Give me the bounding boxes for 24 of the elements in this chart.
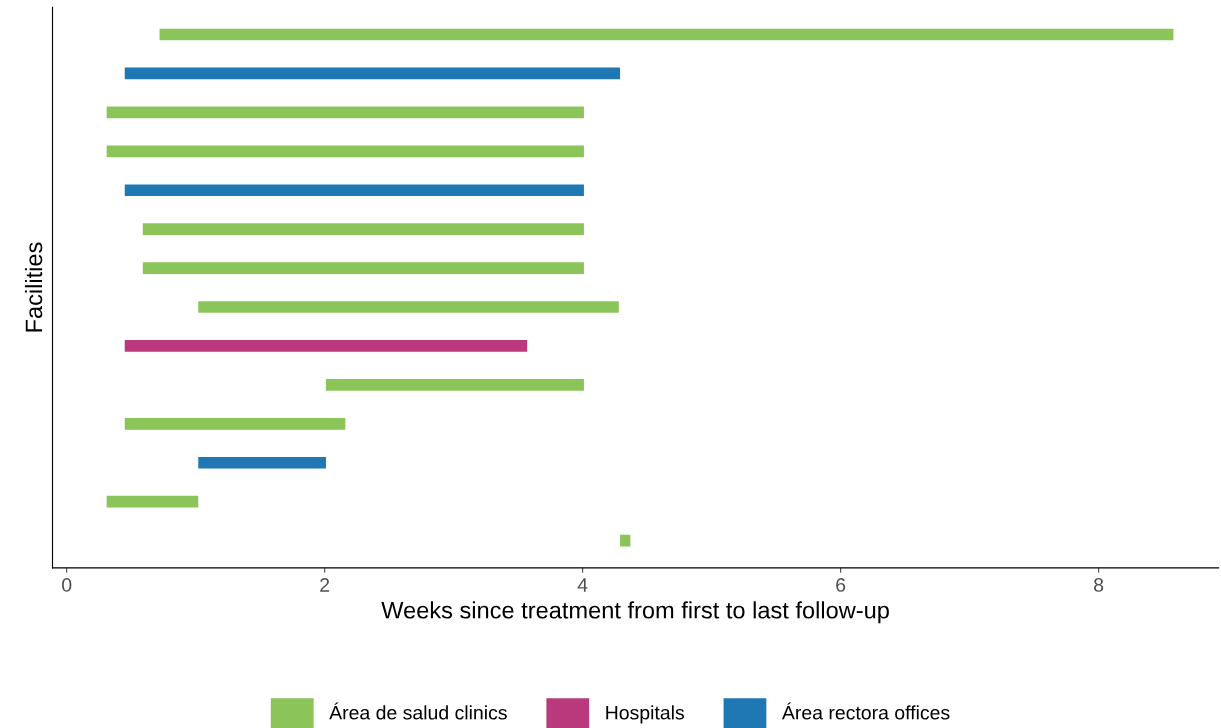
- x-tick-label: 0: [62, 578, 72, 592]
- bar: [124, 184, 584, 197]
- bar: [106, 106, 584, 119]
- bar: [325, 379, 584, 391]
- x-tick-label: 4: [577, 578, 588, 592]
- legend-label: Hospitals: [606, 705, 684, 724]
- x-tick-label: 8: [1094, 578, 1104, 592]
- bar: [106, 495, 199, 508]
- bar: [198, 301, 619, 313]
- bar: [159, 28, 1174, 41]
- bar: [124, 417, 346, 430]
- x-axis-title: Weeks since treatment from first to last follow-up: [381, 601, 889, 624]
- y-axis-title: Facilities: [24, 242, 43, 332]
- x-tick-label: 6: [836, 578, 846, 592]
- bar: [620, 534, 631, 547]
- bar: [124, 67, 621, 80]
- bar: [142, 223, 584, 236]
- legend-label: Área rectora offices: [781, 702, 950, 720]
- x-tick-label: 2: [320, 578, 330, 592]
- legend-label: Área de salud clinics: [329, 702, 507, 720]
- bar: [124, 340, 528, 352]
- bar: [142, 262, 584, 274]
- bar: [106, 145, 584, 158]
- bar: [198, 456, 326, 469]
